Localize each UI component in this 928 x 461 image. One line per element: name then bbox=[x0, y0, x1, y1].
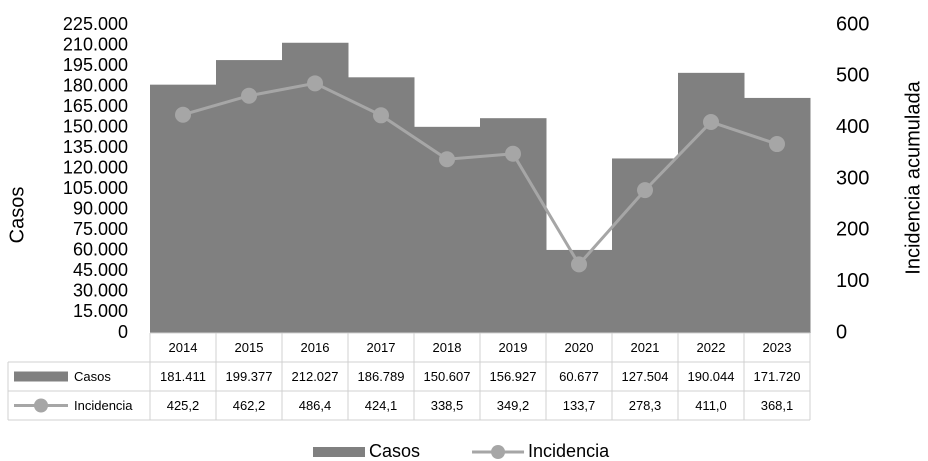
bar bbox=[744, 97, 811, 333]
marker bbox=[439, 151, 455, 168]
table-cell: 411,0 bbox=[695, 398, 727, 413]
x-tick-label: 2017 bbox=[367, 340, 396, 355]
y-tick-label: 75.000 bbox=[73, 219, 128, 239]
table-cell: 212.027 bbox=[292, 369, 339, 384]
table-cell: 190.044 bbox=[688, 369, 735, 384]
marker bbox=[175, 106, 191, 123]
y-tick-label: 210.000 bbox=[63, 34, 128, 54]
x-tick-label: 2023 bbox=[763, 340, 792, 355]
x-tick-label: 2020 bbox=[565, 340, 594, 355]
table-cell: 278,3 bbox=[629, 398, 662, 413]
y2-axis-title: Incidencia acumulada bbox=[902, 80, 924, 274]
table-cell: 368,1 bbox=[761, 398, 794, 413]
marker bbox=[373, 107, 389, 124]
table-cell: 425,2 bbox=[167, 398, 200, 413]
marker bbox=[505, 145, 521, 162]
bar bbox=[150, 84, 217, 334]
table-cell: 349,2 bbox=[497, 398, 530, 413]
table-cell: 171.720 bbox=[754, 369, 801, 384]
y-tick-label: 120.000 bbox=[63, 157, 128, 177]
table-cell: 133,7 bbox=[563, 398, 596, 413]
table-cell: 127.504 bbox=[622, 369, 669, 384]
x-tick-label: 2015 bbox=[235, 340, 264, 355]
marker bbox=[307, 75, 323, 92]
y-tick-label: 105.000 bbox=[63, 178, 128, 198]
marker bbox=[241, 87, 257, 104]
y-tick-label: 60.000 bbox=[73, 240, 128, 260]
y2-tick-label: 500 bbox=[836, 65, 869, 87]
y-tick-label: 150.000 bbox=[63, 116, 128, 136]
x-tick-label: 2018 bbox=[433, 340, 462, 355]
y2-tick-label: 100 bbox=[836, 270, 869, 292]
marker bbox=[571, 256, 587, 273]
table-row-label: Casos bbox=[74, 369, 111, 384]
y-tick-label: 180.000 bbox=[63, 75, 128, 95]
x-tick-label: 2019 bbox=[499, 340, 528, 355]
table-cell: 60.677 bbox=[559, 369, 599, 384]
line bbox=[182, 81, 778, 267]
y2-tick-label: 600 bbox=[836, 13, 869, 35]
y2-tick-label: 400 bbox=[836, 116, 869, 138]
legend-swatch bbox=[313, 447, 365, 457]
table-row-label: Incidencia bbox=[74, 398, 133, 413]
y-tick-label: 0 bbox=[118, 322, 128, 342]
x-tick-label: 2014 bbox=[169, 340, 198, 355]
legend-label: Casos bbox=[369, 441, 420, 461]
bar bbox=[678, 72, 745, 333]
marker bbox=[703, 114, 719, 131]
y-tick-label: 165.000 bbox=[63, 96, 128, 116]
table-cell: 338,5 bbox=[431, 398, 464, 413]
marker bbox=[637, 182, 653, 199]
table-cell: 424,1 bbox=[365, 398, 398, 413]
y-tick-label: 45.000 bbox=[73, 260, 128, 280]
y2-tick-label: 300 bbox=[836, 167, 869, 189]
table-cell: 486,4 bbox=[299, 398, 332, 413]
table-cell: 462,2 bbox=[233, 398, 266, 413]
y-tick-label: 30.000 bbox=[73, 281, 128, 301]
y-tick-label: 225.000 bbox=[63, 14, 128, 34]
x-tick-label: 2021 bbox=[631, 340, 660, 355]
table-cell: 156.927 bbox=[490, 369, 537, 384]
table-cell: 186.789 bbox=[358, 369, 405, 384]
table-cell: 181.411 bbox=[160, 369, 206, 384]
table-cell: 199.377 bbox=[226, 369, 273, 384]
x-tick-label: 2022 bbox=[697, 340, 726, 355]
table-cell: 150.607 bbox=[424, 369, 471, 384]
marker bbox=[769, 136, 785, 153]
table-legend-swatch bbox=[34, 398, 48, 413]
y-tick-label: 195.000 bbox=[63, 55, 128, 75]
y2-tick-label: 0 bbox=[836, 321, 847, 343]
legend-label: Incidencia bbox=[528, 441, 610, 461]
bar bbox=[216, 60, 283, 333]
legend-swatch bbox=[491, 445, 506, 459]
y2-tick-label: 200 bbox=[836, 219, 869, 241]
x-tick-label: 2016 bbox=[301, 340, 330, 355]
y-axis-title: Casos bbox=[6, 187, 28, 244]
y-tick-label: 90.000 bbox=[73, 199, 128, 219]
y-tick-label: 15.000 bbox=[73, 301, 128, 321]
y-tick-label: 135.000 bbox=[63, 137, 128, 157]
table-legend-swatch bbox=[14, 371, 68, 382]
